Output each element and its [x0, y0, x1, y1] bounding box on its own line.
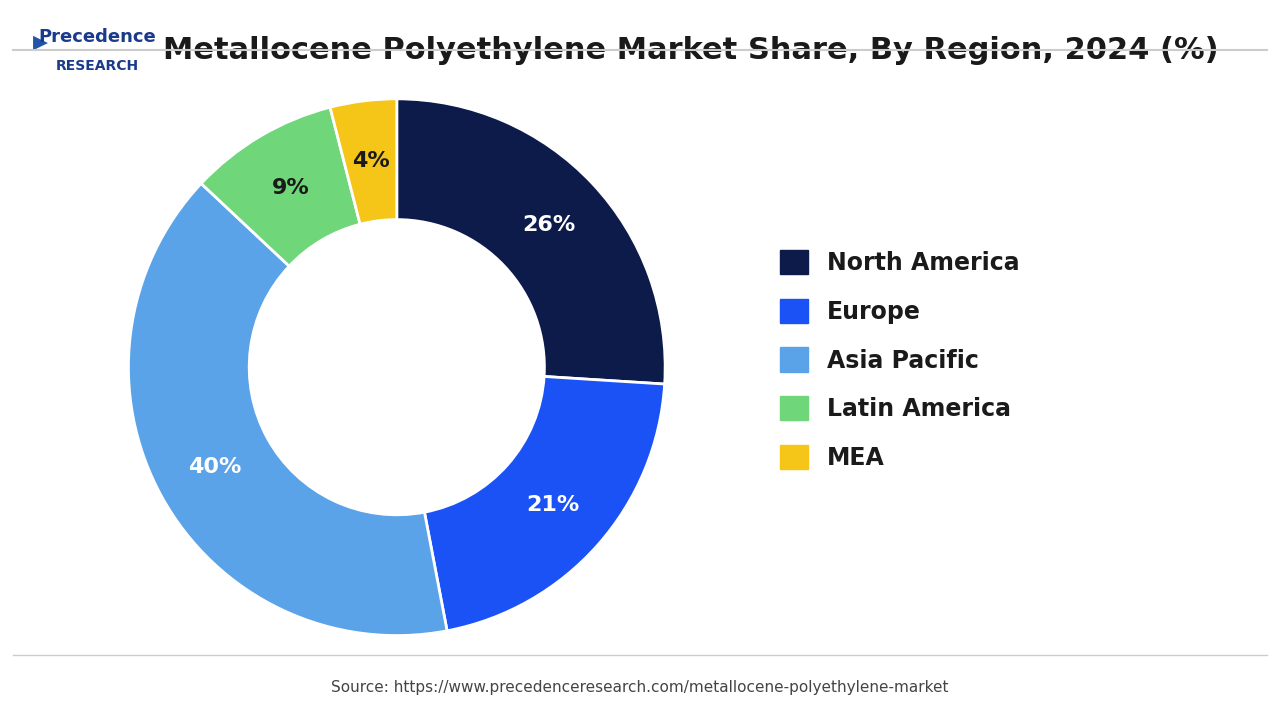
Wedge shape: [128, 184, 447, 636]
Text: RESEARCH: RESEARCH: [56, 59, 138, 73]
Wedge shape: [425, 377, 664, 631]
Text: Precedence: Precedence: [38, 28, 156, 46]
Wedge shape: [397, 99, 666, 384]
Wedge shape: [330, 99, 397, 224]
Legend: North America, Europe, Asia Pacific, Latin America, MEA: North America, Europe, Asia Pacific, Lat…: [780, 250, 1020, 470]
Text: 26%: 26%: [522, 215, 575, 235]
Text: 9%: 9%: [273, 178, 310, 198]
Text: 4%: 4%: [352, 151, 389, 171]
Wedge shape: [201, 107, 360, 266]
Text: 40%: 40%: [188, 457, 241, 477]
Text: Metallocene Polyethylene Market Share, By Region, 2024 (%): Metallocene Polyethylene Market Share, B…: [164, 36, 1219, 65]
Text: Source: https://www.precedenceresearch.com/metallocene-polyethylene-market: Source: https://www.precedenceresearch.c…: [332, 680, 948, 695]
Text: 21%: 21%: [526, 495, 580, 515]
Text: ▶: ▶: [33, 32, 47, 51]
